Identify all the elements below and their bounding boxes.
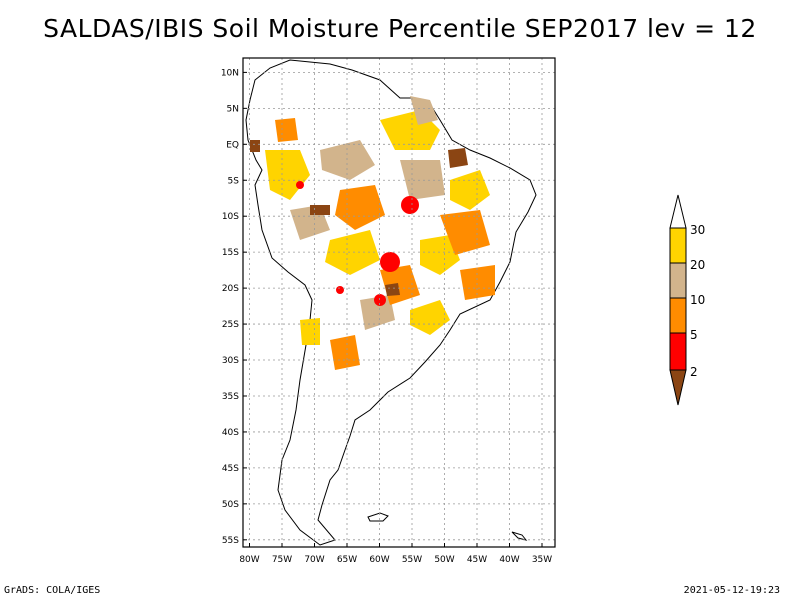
lon-tick-label: 50W — [434, 555, 454, 565]
footer-credit: GrADS: COLA/IGES — [4, 585, 101, 596]
footer-timestamp: 2021-05-12-19:23 — [683, 585, 780, 596]
lon-tick-label: 35W — [532, 555, 552, 565]
graticule — [243, 58, 555, 547]
lat-tick-label: 5S — [228, 176, 240, 186]
colorbar-label-10: 10 — [690, 293, 705, 307]
falkland-islands — [367, 512, 389, 522]
lon-tick-label: 80W — [239, 555, 259, 565]
lon-tick-label: 65W — [337, 555, 357, 565]
lat-tick-label: 45S — [222, 464, 239, 474]
lat-tick-label: 20S — [222, 284, 239, 294]
colorbar-bin-5-10 — [669, 297, 687, 334]
map-title: SALDAS/IBIS Soil Moisture Percentile SEP… — [43, 14, 757, 43]
percentile-5-10-patches — [275, 118, 495, 370]
lat-tick-label: 15S — [222, 248, 239, 258]
colorbar-top-arrow — [669, 194, 687, 229]
lon-tick-label: 40W — [499, 555, 519, 565]
lat-tick-label: 30S — [222, 356, 239, 366]
percentile-2-5-patches — [296, 181, 419, 306]
lat-tick-label: 35S — [222, 392, 239, 402]
lon-tick-label: 70W — [304, 555, 324, 565]
lon-tick-label: 60W — [369, 555, 389, 565]
longitude-axis: 80W 75W 70W 65W 60W 55W 50W 45W 40W 35W — [239, 543, 552, 565]
percentile-below-2-patches — [250, 140, 468, 296]
colorbar-label-20: 20 — [690, 258, 705, 272]
lat-tick-label: EQ — [226, 140, 239, 150]
lon-tick-label: 55W — [402, 555, 422, 565]
colorbar-bin-20-30 — [669, 227, 687, 264]
colorbar-label-5: 5 — [690, 328, 698, 342]
lon-tick-label: 75W — [272, 555, 292, 565]
latitude-axis: 10N 5N EQ 5S 10S 15S 20S 25S 30S 35S 40S 45S 50S 55S — [221, 68, 247, 546]
percentile-20-30-patches — [265, 110, 490, 345]
lat-tick-label: 10S — [222, 212, 239, 222]
lon-tick-label: 45W — [467, 555, 487, 565]
lat-tick-label: 25S — [222, 320, 239, 330]
lat-tick-label: 40S — [222, 428, 239, 438]
lat-tick-label: 10N — [221, 68, 239, 78]
map-frame — [242, 57, 556, 548]
colorbar-bottom-arrow — [669, 369, 687, 406]
colorbar: 30 20 10 5 2 — [669, 194, 705, 406]
lat-tick-label: 5N — [227, 104, 239, 114]
lat-tick-label: 55S — [222, 536, 239, 546]
continent — [245, 59, 537, 546]
colorbar-bin-2-5 — [669, 332, 687, 371]
colorbar-label-2: 2 — [690, 365, 698, 379]
south-georgia — [511, 531, 528, 541]
colorbar-bin-10-20 — [669, 262, 687, 299]
colorbar-label-30: 30 — [690, 223, 705, 237]
lat-tick-label: 50S — [222, 500, 239, 510]
